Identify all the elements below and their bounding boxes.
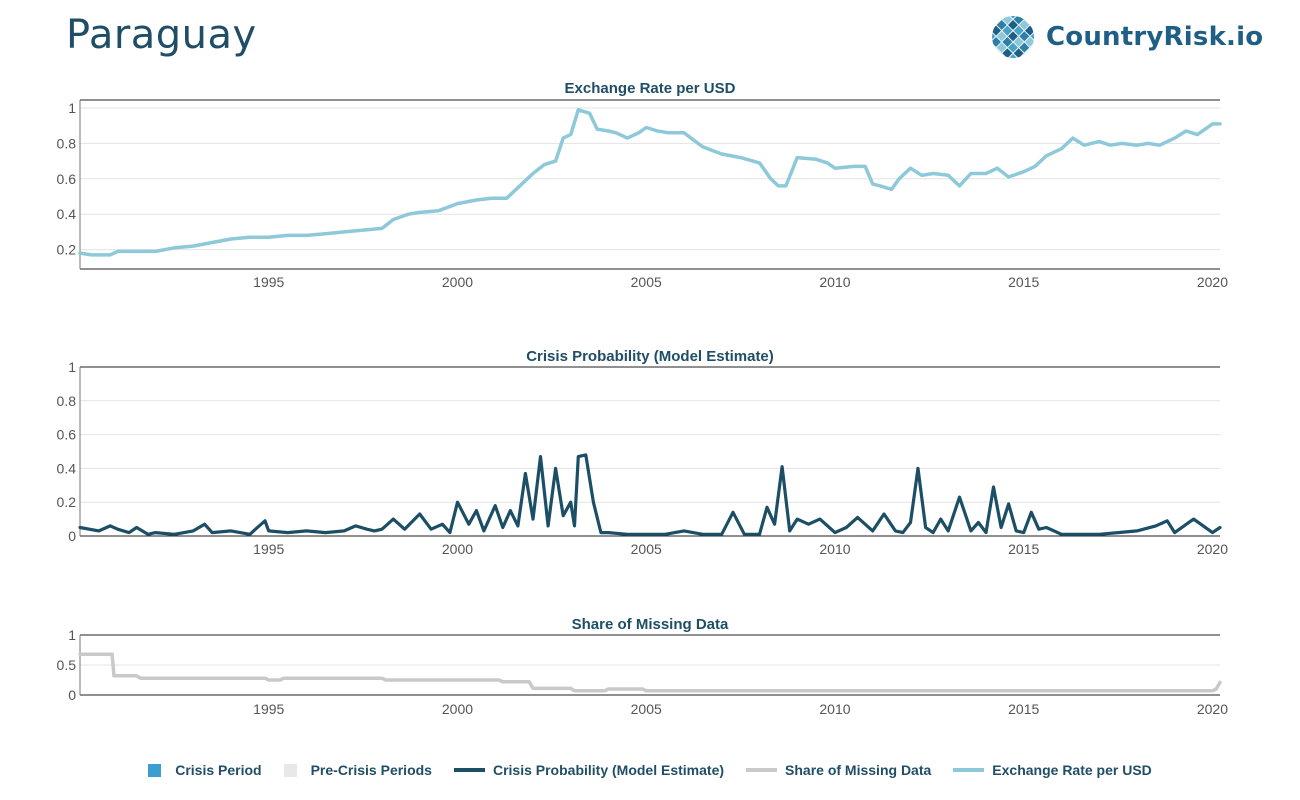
y-tick-label: 0.4 [57, 460, 77, 476]
legend-swatch [148, 763, 162, 777]
charts-canvas: 0.2 0.4 0.6 0.8 1 1995 2000 2005 2010 2015 2020 Exc… [57, 80, 1229, 717]
logo-text: CountryRisk.io [1046, 22, 1264, 52]
y-tick-label: 0.6 [57, 171, 77, 187]
legend-item-share-of-missing-data[interactable]: Share of Missing Data [746, 762, 931, 778]
y-tick-label: 0.6 [57, 427, 77, 443]
legend-label: Crisis Period [175, 762, 262, 778]
legend-swatch [453, 768, 485, 772]
x-tick-label: 2005 [631, 701, 662, 717]
y-tick-label: 1 [68, 100, 76, 116]
y-tick-label: 0.2 [57, 242, 77, 258]
x-tick-label: 2000 [442, 274, 473, 290]
legend-swatch [953, 768, 985, 772]
x-tick-label: 1995 [253, 541, 284, 557]
x-tick-label: 2005 [631, 541, 662, 557]
x-tick-label: 2000 [442, 701, 473, 717]
x-tick-label: 1995 [253, 701, 284, 717]
legend-item-crisis-probability-model-estimate[interactable]: Crisis Probability (Model Estimate) [453, 762, 725, 778]
x-tick-label: 2005 [631, 274, 662, 290]
x-tick-label: 2015 [1008, 274, 1039, 290]
x-tick-label: 2015 [1008, 701, 1039, 717]
legend-swatch [283, 763, 297, 777]
x-tick-label: 2020 [1197, 541, 1228, 557]
y-tick-label: 0.2 [57, 494, 77, 510]
chart-title: Crisis Probability (Model Estimate) [526, 348, 774, 365]
chart-legend: Crisis Period Pre-Crisis Periods Crisis Pr… [0, 762, 1300, 778]
globe-grid-icon [990, 14, 1038, 60]
y-tick-label: 0.4 [57, 206, 77, 222]
crisis-probability-model-estimate-panel: 0 0.2 0.4 0.6 0.8 1 1995 2000 2005 2010 2015 2020 Cr… [57, 348, 1229, 557]
y-tick-label: 0 [68, 528, 76, 544]
x-tick-label: 2010 [819, 541, 850, 557]
x-tick-label: 2015 [1008, 541, 1039, 557]
y-tick-label: 1 [68, 627, 76, 643]
chart-title: Share of Missing Data [572, 616, 729, 633]
exchange-rate-per-usd-panel: 0.2 0.4 0.6 0.8 1 1995 2000 2005 2010 2015 2020 Exc… [57, 80, 1229, 290]
y-tick-label: 0 [68, 687, 76, 703]
legend-label: Crisis Probability (Model Estimate) [492, 762, 725, 778]
y-tick-label: 0.8 [57, 393, 77, 409]
chart-title: Exchange Rate per USD [565, 80, 736, 97]
share-of-missing-data-panel: 0 0.5 1 1995 2000 2005 2010 2015 2020 Share of Mi… [57, 616, 1229, 717]
x-tick-label: 2020 [1197, 701, 1228, 717]
legend-item-exchange-rate-per-usd[interactable]: Exchange Rate per USD [953, 762, 1152, 778]
x-tick-label: 2010 [819, 701, 850, 717]
x-tick-label: 2020 [1197, 274, 1228, 290]
legend-item-pre-crisis-periods[interactable]: Pre-Crisis Periods [283, 762, 432, 778]
share-of-missing-data-line [78, 652, 1222, 693]
legend-label: Share of Missing Data [785, 762, 932, 778]
legend-label: Pre-Crisis Periods [310, 762, 432, 778]
legend-label: Exchange Rate per USD [992, 762, 1152, 778]
x-tick-label: 2010 [819, 274, 850, 290]
y-tick-label: 0.8 [57, 135, 77, 151]
legend-item-crisis-period[interactable]: Crisis Period [148, 762, 262, 778]
x-tick-label: 1995 [253, 274, 284, 290]
legend-swatch [746, 768, 778, 772]
y-tick-label: 0.5 [57, 657, 77, 673]
x-tick-label: 2000 [442, 541, 473, 557]
brand-logo[interactable]: CountryRisk.io [990, 14, 1263, 60]
y-tick-label: 1 [68, 359, 76, 375]
page-title: Paraguay [66, 12, 257, 58]
crisis-probability-model-estimate-line [78, 453, 1222, 536]
exchange-rate-per-usd-line [78, 108, 1222, 257]
